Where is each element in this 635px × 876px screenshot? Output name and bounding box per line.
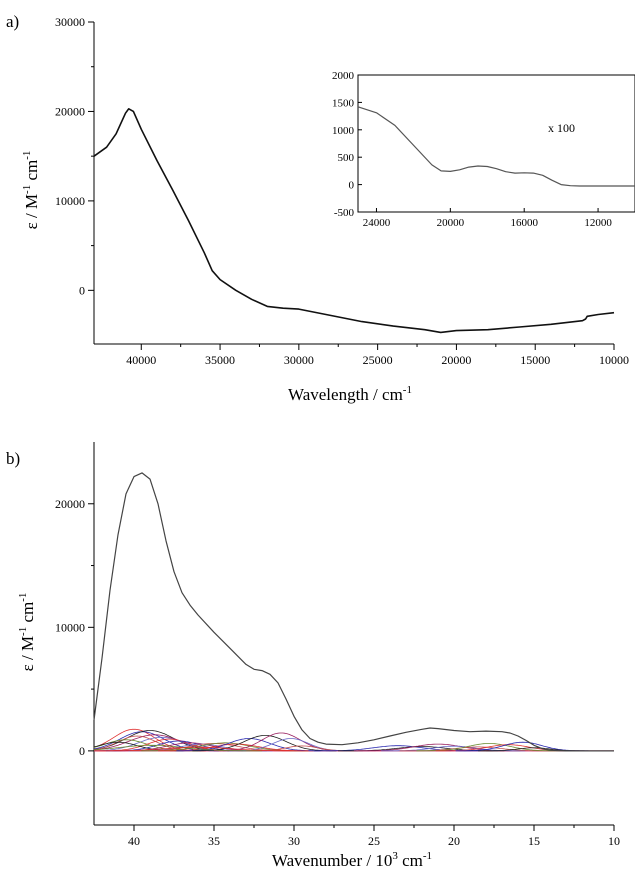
panel-b-x-tick-label: 40 (128, 834, 140, 848)
panel-a-y-tick-label: 20000 (55, 104, 85, 118)
panel-a-spectrum-line (93, 108, 615, 334)
panel-b-gaussian-component (141, 742, 308, 752)
panel-b-y-tick-label: 20000 (55, 497, 85, 511)
inset-axes: 24000 20000 16000 12000 -500 0 500 1000 1500 2000 (332, 70, 612, 229)
panel-b-letter: b) (6, 449, 20, 468)
panel-b-x-tick-label: 30 (288, 834, 300, 848)
panel-b-gaussian-component (214, 732, 347, 752)
panel-a-x-tick-label: 40000 (126, 353, 156, 367)
panel-a-x-tick-label: 30000 (284, 353, 314, 367)
panel-b-x-axis-title: Wavenumber / 103 cm-1 (272, 850, 432, 870)
inset-x-tick-label: 16000 (510, 217, 538, 229)
panel-a-letter: a) (6, 12, 19, 31)
panel-b-gaussian-component (93, 744, 262, 752)
inset-x-tick-label: 12000 (584, 217, 612, 229)
panel-b-envelope-line (93, 472, 614, 752)
panel-a-axes: 40000 35000 30000 25000 20000 15000 1000001000… (55, 15, 629, 367)
panel-a-y-axis-title: ε / M-1 cm-1 (21, 151, 41, 230)
panel-b-y-tick-label: 0 (79, 744, 85, 758)
panel-b-x-tick-label: 35 (208, 834, 220, 848)
panel-a: a) 40000 35000 30000 25000 20000 15000 1000001… (6, 12, 629, 404)
panel-a-x-tick-label: 25000 (363, 353, 393, 367)
panel-a-x-axis-title: Wavelength / cm-1 (288, 384, 412, 404)
panel-a-series (93, 108, 615, 334)
inset-spectrum-line (357, 106, 635, 187)
panel-a-x-tick-label: 35000 (205, 353, 235, 367)
panel-a-inset: 24000 20000 16000 12000 -500 0 500 1000 1500 2000… (332, 70, 635, 229)
panel-b-gaussian-component (455, 741, 589, 752)
panel-b-gaussian-component (176, 738, 321, 752)
inset-annotation: x 100 (548, 121, 575, 135)
panel-b-components (93, 728, 614, 752)
inset-series (357, 106, 635, 187)
inset-y-tick-label: -500 (334, 207, 355, 219)
panel-b-x-tick-label: 15 (528, 834, 540, 848)
inset-y-tick-label: 1500 (332, 97, 355, 109)
inset-y-tick-label: 500 (338, 152, 355, 164)
inset-y-tick-label: 1000 (332, 125, 355, 137)
inset-frame (357, 74, 635, 213)
inset-y-tick-label: 0 (349, 180, 355, 192)
panel-b-x-tick-label: 25 (368, 834, 380, 848)
inset-y-tick-label: 2000 (332, 70, 355, 82)
panel-a-y-tick-label: 10000 (55, 194, 85, 208)
panel-a-x-tick-label: 20000 (441, 353, 471, 367)
panel-a-x-tick-label: 15000 (520, 353, 550, 367)
panel-a-y-tick-label: 0 (79, 283, 85, 297)
panel-b-gaussian-component (93, 746, 309, 752)
panel-a-x-tick-label: 10000 (599, 353, 629, 367)
panel-b-x-tick-label: 10 (608, 834, 620, 848)
panel-b: b) 40 35 30 25 20 15 10 0 10000 20000 Wavenumber … (6, 442, 620, 870)
inset-x-tick-label: 24000 (363, 217, 391, 229)
panel-b-envelope (93, 472, 614, 752)
panel-b-y-tick-label: 10000 (55, 620, 85, 634)
panel-b-y-axis-title: ε / M-1 cm-1 (17, 593, 37, 672)
panel-b-axes: 40 35 30 25 20 15 10 0 10000 20000 (55, 442, 620, 848)
panel-a-y-tick-label: 30000 (55, 15, 85, 29)
panel-b-x-tick-label: 20 (448, 834, 460, 848)
inset-x-tick-label: 20000 (437, 217, 465, 229)
